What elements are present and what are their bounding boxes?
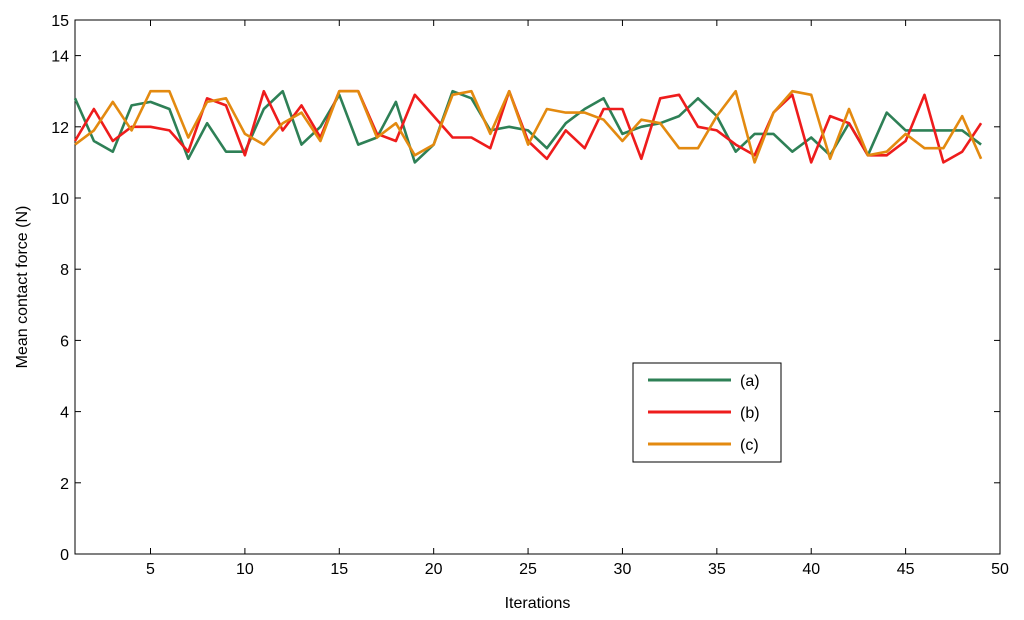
plot-area-frame [74,19,1001,555]
y-tick-label: 6 [60,333,69,350]
x-tick-label: 15 [330,561,348,578]
y-axis-label: Mean contact force (N) [14,206,31,369]
x-tick-label: 20 [425,561,443,578]
y-tick-label: 4 [60,405,69,422]
y-tick-label: 8 [60,262,69,279]
legend-label-a: (a) [740,373,760,390]
x-tick-label: 50 [991,561,1009,578]
legend-label-b: (b) [740,405,760,422]
x-tick-label: 5 [146,561,155,578]
x-tick-label: 10 [236,561,254,578]
series-line-c [74,89,983,164]
y-tick-label: 2 [60,476,69,493]
x-tick-label: 40 [802,561,820,578]
x-tick-label: 45 [897,561,915,578]
y-tick-label: 15 [51,13,69,30]
y-tick-label: 12 [51,120,69,137]
x-tick-label: 30 [614,561,632,578]
y-tick-label: 10 [51,191,69,208]
y-tick-label: 14 [51,49,69,66]
x-tick-label: 35 [708,561,726,578]
x-axis-label: Iterations [505,595,571,612]
legend: (a) (b) (c) [632,362,782,463]
y-tick-label: 0 [60,547,69,564]
x-tick-label: 25 [519,561,537,578]
legend-label-c: (c) [740,437,759,454]
